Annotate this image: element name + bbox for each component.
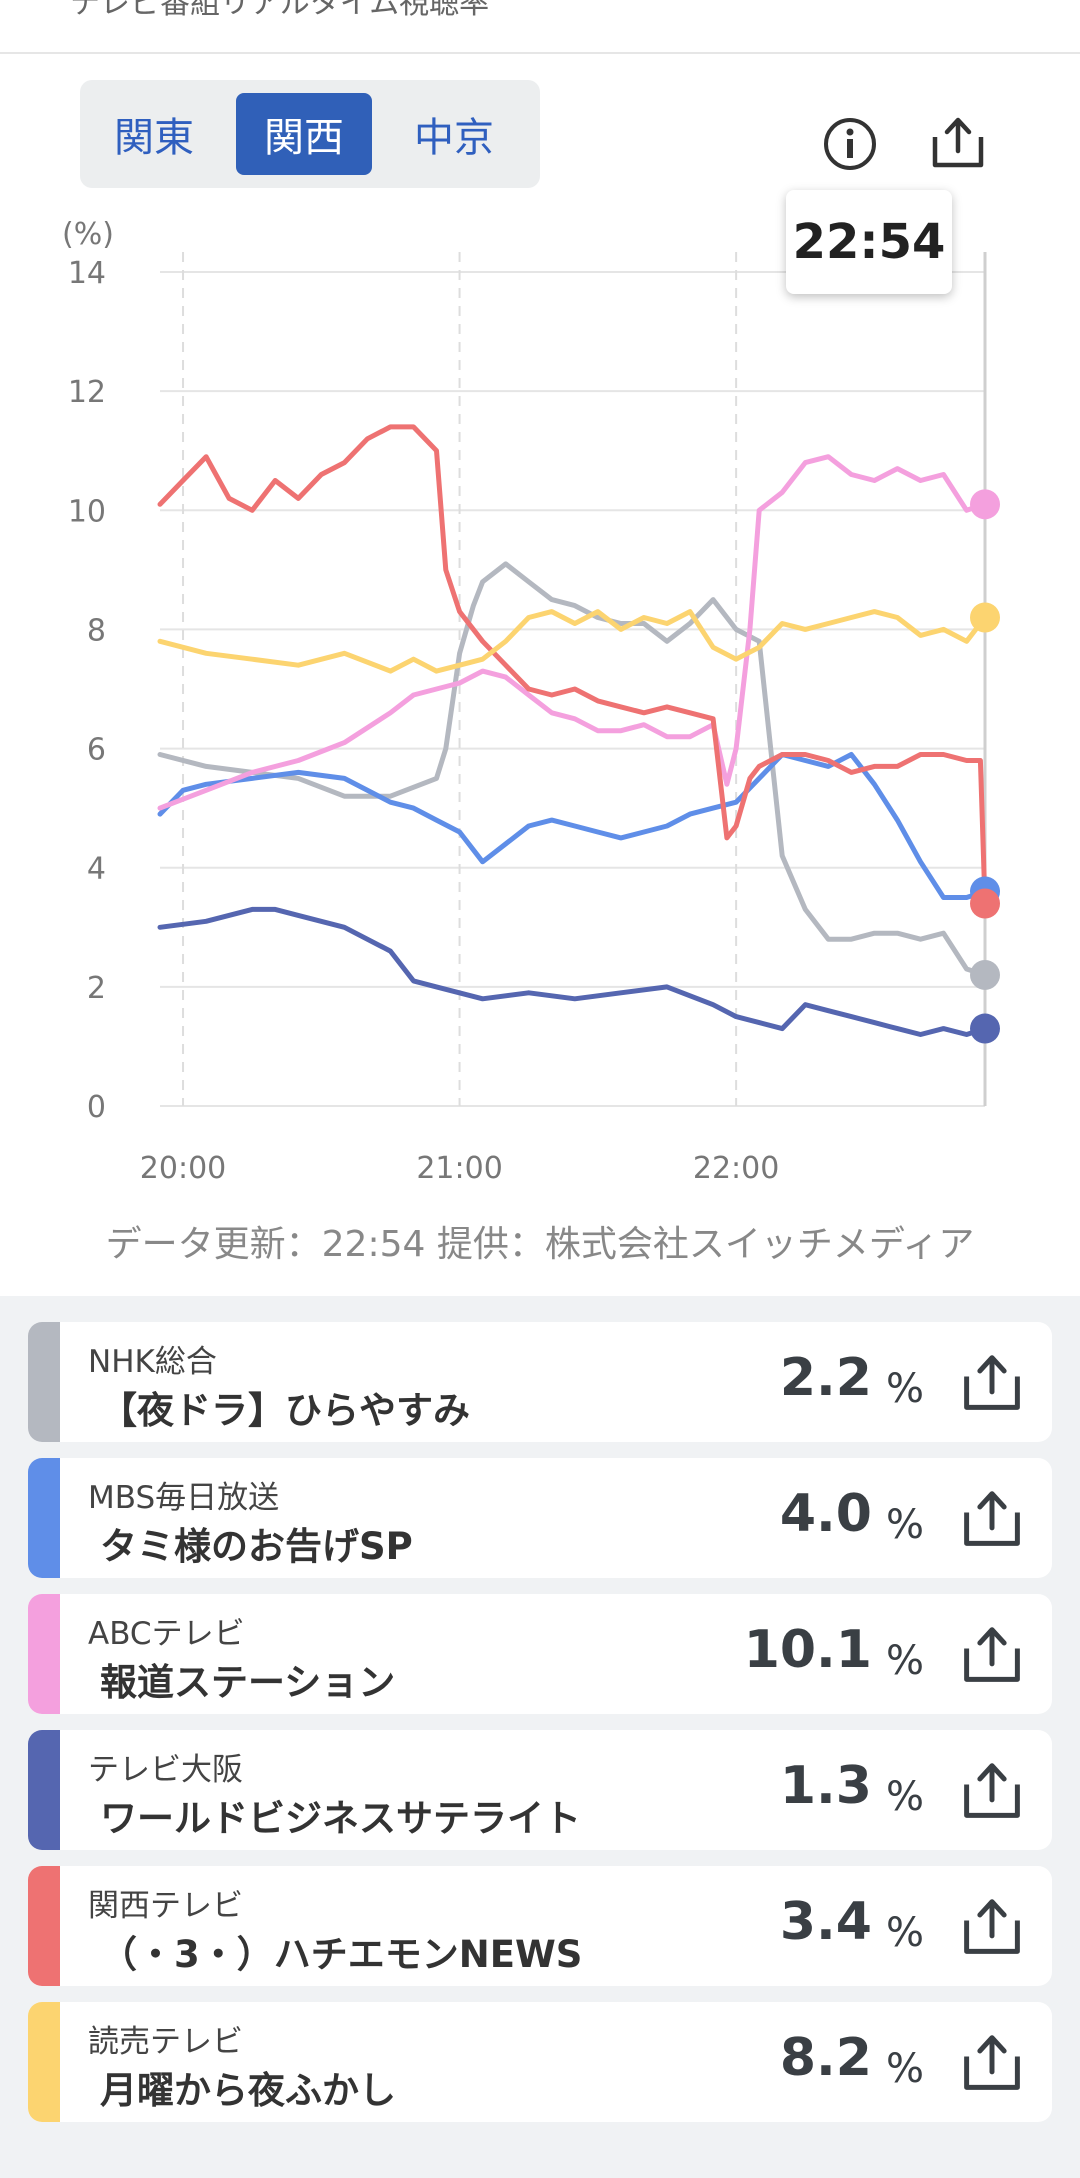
channel-card[interactable]: NHK総合 【夜ドラ】ひらやすみ 2.2 % xyxy=(28,1322,1052,1442)
share-icon[interactable] xyxy=(960,1894,1024,1958)
channel-color-bar xyxy=(28,1730,60,1850)
region-tabs: 関東 関西 中京 xyxy=(80,80,540,188)
channel-color-bar xyxy=(28,1594,60,1714)
station-name: 読売テレビ xyxy=(88,2024,243,2060)
share-chart-button[interactable] xyxy=(926,110,990,174)
rating-unit: % xyxy=(886,1774,925,1820)
rating-unit: % xyxy=(886,1638,925,1684)
channel-list: NHK総合 【夜ドラ】ひらやすみ 2.2 % MBS毎日放送 タミ様のお告げSP… xyxy=(0,1296,1080,2178)
info-icon xyxy=(824,118,876,170)
tab-kansai[interactable]: 関西 xyxy=(236,93,372,175)
rating-value: 8.2 xyxy=(779,2028,872,2088)
channel-color-bar xyxy=(28,2002,60,2122)
x-tick-label: 20:00 xyxy=(140,1151,226,1186)
channel-card[interactable]: MBS毎日放送 タミ様のお告げSP 4.0 % xyxy=(28,1458,1052,1578)
program-title: 【夜ドラ】ひらやすみ xyxy=(100,1389,470,1432)
header-divider xyxy=(0,52,1080,54)
series-endpoint xyxy=(970,1013,1000,1044)
rating-value: 3.4 xyxy=(779,1892,872,1952)
y-tick-label: 4 xyxy=(87,852,106,887)
series-line xyxy=(157,906,988,1037)
channel-color-bar xyxy=(28,1866,60,1986)
rating-value: 2.2 xyxy=(779,1348,872,1408)
y-tick-label: 6 xyxy=(87,733,106,768)
rating-value: 4.0 xyxy=(779,1484,872,1544)
share-icon[interactable] xyxy=(960,1350,1024,1414)
page-title: テレビ番組リアルタイム視聴率 xyxy=(70,0,490,21)
share-icon[interactable] xyxy=(960,1758,1024,1822)
channel-card[interactable]: テレビ大阪 ワールドビジネスサテライト 1.3 % xyxy=(28,1730,1052,1850)
program-title: ワールドビジネスサテライト xyxy=(100,1797,581,1840)
y-tick-label: 8 xyxy=(87,613,106,648)
y-tick-label: 10 xyxy=(68,494,106,529)
share-icon xyxy=(932,117,984,168)
rating-value: 10.1 xyxy=(743,1620,872,1680)
station-name: テレビ大阪 xyxy=(88,1752,243,1788)
channel-card[interactable]: ABCテレビ 報道ステーション 10.1 % xyxy=(28,1594,1052,1714)
series-line xyxy=(157,609,988,674)
channel-color-bar xyxy=(28,1322,60,1442)
channel-card[interactable]: 関西テレビ （・3・）ハチエモンNEWS 3.4 % xyxy=(28,1866,1052,1986)
station-name: NHK総合 xyxy=(88,1344,217,1380)
share-icon[interactable] xyxy=(960,1486,1024,1550)
y-tick-label: 12 xyxy=(68,375,106,410)
ratings-chart: 0 2 4 6 8 10 12 14 (%) 20:00 21:00 22:00 xyxy=(62,217,1000,1186)
program-title: 月曜から夜ふかし xyxy=(100,2069,396,2112)
series-endpoint xyxy=(970,888,1000,919)
series-line xyxy=(157,424,988,906)
station-name: 関西テレビ xyxy=(88,1888,243,1924)
y-tick-label: 0 xyxy=(87,1090,106,1125)
station-name: ABCテレビ xyxy=(88,1616,245,1652)
program-title: タミ様のお告げSP xyxy=(100,1525,413,1568)
share-icon[interactable] xyxy=(960,2030,1024,2094)
time-tooltip: 22:54 xyxy=(786,190,952,294)
channel-card[interactable]: 読売テレビ 月曜から夜ふかし 8.2 % xyxy=(28,2002,1052,2122)
rating-unit: % xyxy=(886,1502,925,1548)
tab-chukyo[interactable]: 中京 xyxy=(414,115,494,161)
series-endpoint xyxy=(970,959,1000,990)
series-endpoint xyxy=(970,602,1000,633)
series-line xyxy=(157,752,988,900)
update-info: データ更新：22:54 提供：株式会社スイッチメディア xyxy=(105,1224,975,1265)
y-tick-label: 2 xyxy=(87,971,106,1006)
rating-unit: % xyxy=(886,1366,925,1412)
program-title: 報道ステーション xyxy=(100,1661,396,1704)
rating-unit: % xyxy=(886,1910,925,1956)
station-name: MBS毎日放送 xyxy=(88,1480,280,1516)
x-tick-label: 22:00 xyxy=(693,1151,779,1186)
series-endpoint xyxy=(970,489,1000,520)
share-icon[interactable] xyxy=(960,1622,1024,1686)
channel-color-bar xyxy=(28,1458,60,1578)
x-tick-label: 21:00 xyxy=(416,1151,502,1186)
info-button[interactable] xyxy=(818,112,882,176)
tab-kanto[interactable]: 関東 xyxy=(114,115,194,161)
rating-unit: % xyxy=(886,2046,925,2092)
series-line xyxy=(157,454,988,811)
rating-value: 1.3 xyxy=(779,1756,872,1816)
y-axis-unit: (%) xyxy=(62,217,114,252)
program-title: （・3・）ハチエモンNEWS xyxy=(100,1933,583,1976)
series-line xyxy=(157,561,988,978)
y-tick-label: 14 xyxy=(68,256,106,291)
